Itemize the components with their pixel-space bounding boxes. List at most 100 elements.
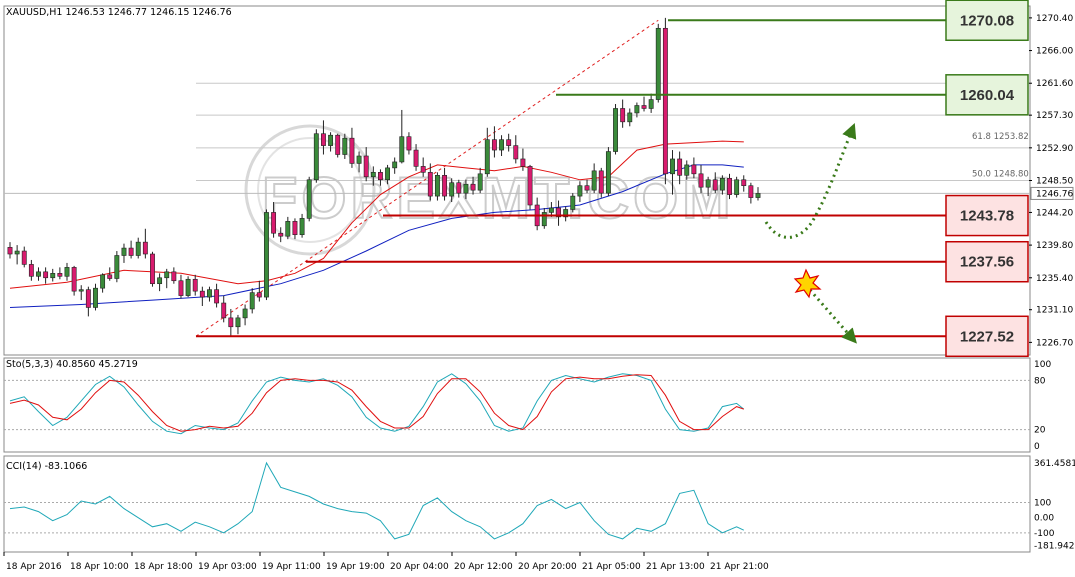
candle-body (420, 166, 426, 173)
resistance-box (945, 74, 1029, 116)
candle-body (78, 289, 84, 292)
candle-body (456, 182, 462, 194)
candle-body (85, 289, 91, 308)
candle-body (356, 155, 362, 164)
cci-line (9, 461, 745, 540)
candle-body (406, 136, 412, 151)
bearish-projection-arrow (808, 289, 857, 344)
candles (7, 17, 761, 336)
candle-body (434, 175, 440, 197)
candle-body (107, 274, 113, 279)
candle-body (50, 273, 56, 279)
candle-body (64, 267, 70, 277)
candle-body (135, 241, 141, 256)
candle-body (548, 207, 554, 213)
candle-body (100, 274, 106, 289)
current-price-box (1030, 186, 1074, 200)
candle-body (698, 173, 704, 188)
candle-body (264, 212, 269, 298)
candle-body (755, 193, 761, 198)
candle-body (541, 212, 547, 227)
candle-body (577, 185, 583, 197)
time-tick-label: 19 Apr 03:00 (198, 562, 257, 572)
candle-body (641, 105, 647, 109)
support-box (945, 240, 1029, 283)
candle-body (71, 267, 77, 292)
candle-body (178, 280, 184, 296)
candle-body (285, 221, 291, 237)
candle-body (142, 241, 148, 255)
candle-body (727, 177, 732, 195)
candle-body (36, 271, 41, 277)
time-tick-label: 21 Apr 05:00 (582, 562, 641, 572)
cci-panel: 361.4581 100 0.00 -100 -181.9423 (4, 459, 1075, 551)
time-tick-label: 19 Apr 11:00 (262, 562, 321, 572)
candle-body (214, 289, 220, 304)
candle-body (399, 136, 405, 163)
time-tick-label: 21 Apr 21:00 (710, 562, 769, 572)
candle-body (14, 250, 20, 255)
candle-body (684, 164, 690, 176)
price-tick-label: 1270.40 (1036, 14, 1073, 24)
time-tick-label: 18 Apr 10:00 (70, 562, 129, 572)
candle-body (57, 273, 63, 277)
candle-body (634, 105, 640, 114)
cci-header: CCI(14) -83.1066 (6, 461, 87, 472)
candle-body (235, 317, 241, 328)
panel-frame-2 (3, 455, 1031, 553)
candle-body (192, 278, 198, 292)
price-tick-label: 1261.60 (1036, 79, 1073, 89)
candle-body (705, 179, 711, 188)
resistance-value: 1270.08 (960, 12, 1014, 29)
candle-body (164, 271, 170, 279)
time-tick-label: 21 Apr 13:00 (646, 562, 705, 572)
watermark: FOREXMT.COM (244, 124, 732, 256)
candle-body (620, 108, 626, 123)
sto-tick-label: 80 (1034, 376, 1046, 386)
price-tick-label: 1231.10 (1036, 306, 1073, 316)
time-axis: 18 Apr 2016 18 Apr 10:00 18 Apr 18:00 19 Ap… (3, 552, 769, 572)
candle-body (349, 137, 355, 164)
price-tick-label: 1239.80 (1036, 241, 1073, 251)
candle-body (748, 185, 754, 198)
price-tick-label: 1248.50 (1036, 177, 1073, 187)
candle-body (370, 172, 376, 178)
candle-body (427, 172, 433, 197)
candle-body (463, 183, 469, 194)
candle-body (271, 212, 277, 234)
candle-body (121, 247, 127, 256)
candle-body (570, 195, 576, 210)
candle-body (598, 170, 604, 194)
candle-body (627, 112, 633, 123)
candle-body (513, 145, 519, 160)
resistance-value: 1260.04 (960, 87, 1015, 104)
cci-tick-label: 0.00 (1034, 514, 1054, 524)
candle-body (242, 308, 248, 319)
candle-body (563, 209, 569, 218)
candle-body (556, 207, 561, 218)
price-tick-label: 1235.40 (1036, 274, 1073, 284)
candle-body (228, 317, 234, 328)
fib-label: 61.8 1253.82 (972, 132, 1029, 142)
price-tick-label: 1226.70 (1036, 338, 1073, 348)
candle-body (28, 264, 34, 277)
candle-body (584, 185, 590, 191)
candle-body (442, 175, 447, 197)
candle-body (506, 139, 512, 146)
current-price-label: 1246.76 (1036, 189, 1073, 199)
candle-body (171, 271, 177, 282)
candle-body (670, 158, 675, 175)
time-tick-label: 18 Apr 2016 (6, 562, 62, 572)
candle-body (712, 179, 718, 191)
candle-body (491, 139, 497, 151)
candle-body (392, 161, 398, 169)
candle-body (591, 170, 597, 191)
time-tick-label: 19 Apr 19:00 (326, 562, 385, 572)
cci-tick-label: -100 (1034, 529, 1055, 539)
candle-body (342, 137, 348, 155)
candle-body (157, 277, 163, 285)
fib-label: 50.0 1248.80 (972, 169, 1029, 179)
candle-body (677, 158, 683, 176)
sto-header: Sto(5,3,3) 40.8560 45.2719 (6, 359, 138, 370)
